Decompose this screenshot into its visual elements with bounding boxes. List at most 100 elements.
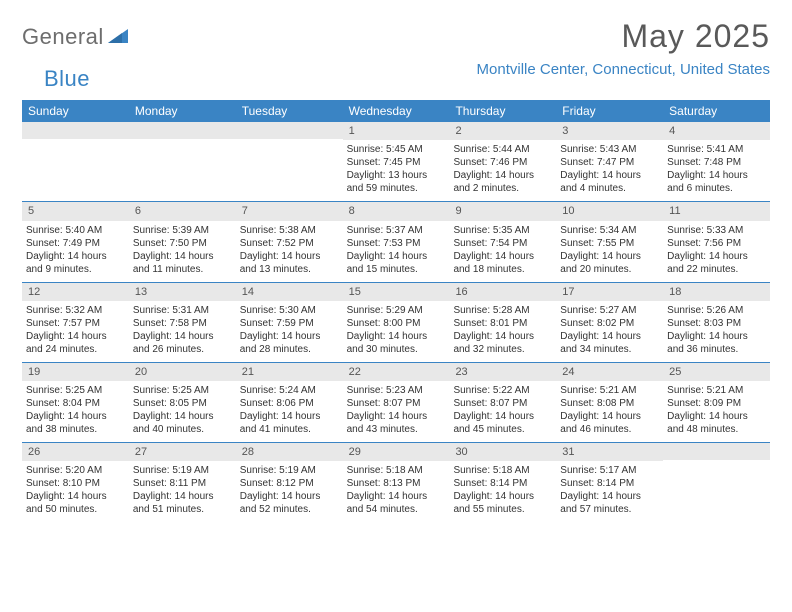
day-body: [236, 139, 343, 148]
day-number: [236, 122, 343, 139]
sunset-text: Sunset: 7:56 PM: [667, 237, 766, 250]
sunset-text: Sunset: 7:52 PM: [240, 237, 339, 250]
sunrise-text: Sunrise: 5:22 AM: [453, 384, 552, 397]
day-body: Sunrise: 5:21 AMSunset: 8:08 PMDaylight:…: [556, 381, 663, 442]
sunrise-text: Sunrise: 5:41 AM: [667, 143, 766, 156]
day-number: 28: [236, 443, 343, 461]
sunset-text: Sunset: 7:46 PM: [453, 156, 552, 169]
day-number: [22, 122, 129, 139]
day-body: Sunrise: 5:44 AMSunset: 7:46 PMDaylight:…: [449, 140, 556, 201]
day-body: Sunrise: 5:19 AMSunset: 8:12 PMDaylight:…: [236, 461, 343, 522]
day-cell: 6Sunrise: 5:39 AMSunset: 7:50 PMDaylight…: [129, 202, 236, 281]
day-cell: 16Sunrise: 5:28 AMSunset: 8:01 PMDayligh…: [449, 283, 556, 362]
sunrise-text: Sunrise: 5:25 AM: [26, 384, 125, 397]
day-body: Sunrise: 5:17 AMSunset: 8:14 PMDaylight:…: [556, 461, 663, 522]
daylight-text: Daylight: 14 hours and 30 minutes.: [347, 330, 446, 356]
day-number: 24: [556, 363, 663, 381]
sunrise-text: Sunrise: 5:37 AM: [347, 224, 446, 237]
day-number: 14: [236, 283, 343, 301]
daylight-text: Daylight: 14 hours and 51 minutes.: [133, 490, 232, 516]
daylight-text: Daylight: 14 hours and 57 minutes.: [560, 490, 659, 516]
sunrise-text: Sunrise: 5:44 AM: [453, 143, 552, 156]
sunset-text: Sunset: 8:11 PM: [133, 477, 232, 490]
daylight-text: Daylight: 14 hours and 54 minutes.: [347, 490, 446, 516]
day-number: 25: [663, 363, 770, 381]
day-cell: 21Sunrise: 5:24 AMSunset: 8:06 PMDayligh…: [236, 363, 343, 442]
day-number: 27: [129, 443, 236, 461]
sunset-text: Sunset: 8:02 PM: [560, 317, 659, 330]
sunrise-text: Sunrise: 5:28 AM: [453, 304, 552, 317]
daylight-text: Daylight: 14 hours and 46 minutes.: [560, 410, 659, 436]
daylight-text: Daylight: 14 hours and 38 minutes.: [26, 410, 125, 436]
day-cell: 18Sunrise: 5:26 AMSunset: 8:03 PMDayligh…: [663, 283, 770, 362]
calendar-body: 1Sunrise: 5:45 AMSunset: 7:45 PMDaylight…: [22, 122, 770, 522]
sunset-text: Sunset: 8:12 PM: [240, 477, 339, 490]
dow-thursday: Thursday: [449, 100, 556, 122]
day-number: 21: [236, 363, 343, 381]
sunset-text: Sunset: 7:57 PM: [26, 317, 125, 330]
day-body: Sunrise: 5:30 AMSunset: 7:59 PMDaylight:…: [236, 301, 343, 362]
dow-saturday: Saturday: [663, 100, 770, 122]
daylight-text: Daylight: 14 hours and 24 minutes.: [26, 330, 125, 356]
week-row: 26Sunrise: 5:20 AMSunset: 8:10 PMDayligh…: [22, 443, 770, 522]
day-body: [22, 139, 129, 148]
sunset-text: Sunset: 8:07 PM: [453, 397, 552, 410]
daylight-text: Daylight: 14 hours and 26 minutes.: [133, 330, 232, 356]
day-number: 12: [22, 283, 129, 301]
day-body: Sunrise: 5:26 AMSunset: 8:03 PMDaylight:…: [663, 301, 770, 362]
day-cell: 9Sunrise: 5:35 AMSunset: 7:54 PMDaylight…: [449, 202, 556, 281]
day-number: 31: [556, 443, 663, 461]
daylight-text: Daylight: 14 hours and 13 minutes.: [240, 250, 339, 276]
day-body: Sunrise: 5:37 AMSunset: 7:53 PMDaylight:…: [343, 221, 450, 282]
sunrise-text: Sunrise: 5:31 AM: [133, 304, 232, 317]
daylight-text: Daylight: 13 hours and 59 minutes.: [347, 169, 446, 195]
sunrise-text: Sunrise: 5:18 AM: [347, 464, 446, 477]
sunrise-text: Sunrise: 5:19 AM: [133, 464, 232, 477]
sunrise-text: Sunrise: 5:35 AM: [453, 224, 552, 237]
sunset-text: Sunset: 7:49 PM: [26, 237, 125, 250]
sunrise-text: Sunrise: 5:21 AM: [560, 384, 659, 397]
sunset-text: Sunset: 8:10 PM: [26, 477, 125, 490]
day-cell: 7Sunrise: 5:38 AMSunset: 7:52 PMDaylight…: [236, 202, 343, 281]
day-number: 15: [343, 283, 450, 301]
sunrise-text: Sunrise: 5:17 AM: [560, 464, 659, 477]
sunrise-text: Sunrise: 5:45 AM: [347, 143, 446, 156]
day-cell: 23Sunrise: 5:22 AMSunset: 8:07 PMDayligh…: [449, 363, 556, 442]
day-cell: 19Sunrise: 5:25 AMSunset: 8:04 PMDayligh…: [22, 363, 129, 442]
day-cell: 10Sunrise: 5:34 AMSunset: 7:55 PMDayligh…: [556, 202, 663, 281]
sunrise-text: Sunrise: 5:39 AM: [133, 224, 232, 237]
daylight-text: Daylight: 14 hours and 11 minutes.: [133, 250, 232, 276]
day-body: Sunrise: 5:25 AMSunset: 8:04 PMDaylight:…: [22, 381, 129, 442]
day-cell: 24Sunrise: 5:21 AMSunset: 8:08 PMDayligh…: [556, 363, 663, 442]
sunrise-text: Sunrise: 5:27 AM: [560, 304, 659, 317]
sunset-text: Sunset: 7:55 PM: [560, 237, 659, 250]
day-number: 18: [663, 283, 770, 301]
logo-text-blue: Blue: [44, 66, 90, 92]
sunset-text: Sunset: 8:08 PM: [560, 397, 659, 410]
day-body: Sunrise: 5:19 AMSunset: 8:11 PMDaylight:…: [129, 461, 236, 522]
daylight-text: Daylight: 14 hours and 15 minutes.: [347, 250, 446, 276]
day-cell: 31Sunrise: 5:17 AMSunset: 8:14 PMDayligh…: [556, 443, 663, 522]
day-body: Sunrise: 5:39 AMSunset: 7:50 PMDaylight:…: [129, 221, 236, 282]
day-number: 5: [22, 202, 129, 220]
day-number: 2: [449, 122, 556, 140]
day-cell: 13Sunrise: 5:31 AMSunset: 7:58 PMDayligh…: [129, 283, 236, 362]
daylight-text: Daylight: 14 hours and 52 minutes.: [240, 490, 339, 516]
day-number: 4: [663, 122, 770, 140]
day-body: Sunrise: 5:18 AMSunset: 8:13 PMDaylight:…: [343, 461, 450, 522]
day-number: [129, 122, 236, 139]
day-cell: 14Sunrise: 5:30 AMSunset: 7:59 PMDayligh…: [236, 283, 343, 362]
sunset-text: Sunset: 8:06 PM: [240, 397, 339, 410]
sunrise-text: Sunrise: 5:24 AM: [240, 384, 339, 397]
day-number: 10: [556, 202, 663, 220]
sunrise-text: Sunrise: 5:19 AM: [240, 464, 339, 477]
daylight-text: Daylight: 14 hours and 48 minutes.: [667, 410, 766, 436]
sunset-text: Sunset: 8:04 PM: [26, 397, 125, 410]
day-cell: 4Sunrise: 5:41 AMSunset: 7:48 PMDaylight…: [663, 122, 770, 201]
day-number: 17: [556, 283, 663, 301]
day-cell: [236, 122, 343, 201]
day-cell: 8Sunrise: 5:37 AMSunset: 7:53 PMDaylight…: [343, 202, 450, 281]
day-cell: 11Sunrise: 5:33 AMSunset: 7:56 PMDayligh…: [663, 202, 770, 281]
day-number: [663, 443, 770, 460]
daylight-text: Daylight: 14 hours and 43 minutes.: [347, 410, 446, 436]
